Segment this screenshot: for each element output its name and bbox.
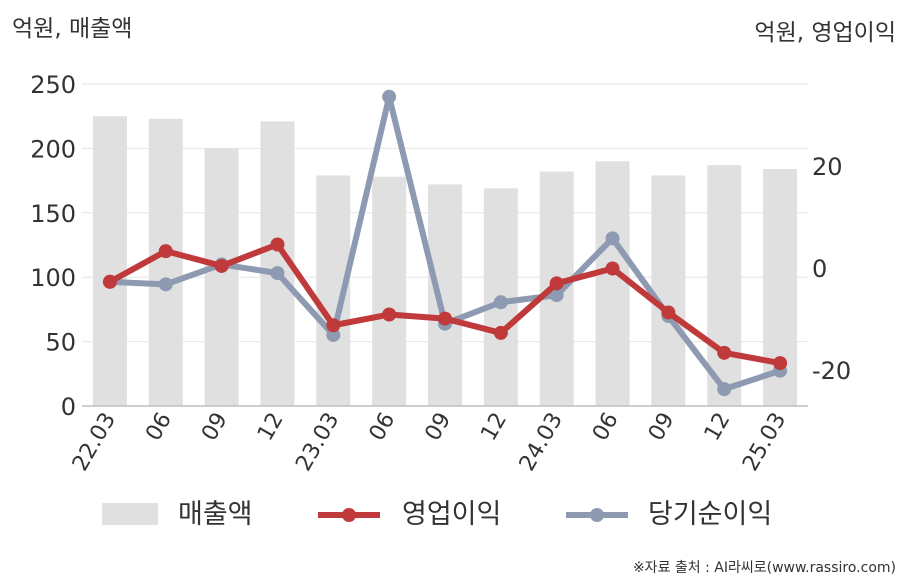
series-point (158, 244, 173, 259)
x-axis-ticks: 22.03 06 09 12 23.03 06 09 12 24.03 06 09 12 25.03 (68, 409, 791, 476)
series-point (382, 89, 397, 104)
series-point (270, 237, 285, 252)
x-tick-label: 25.03 (738, 409, 791, 476)
series-point (438, 311, 452, 326)
bar (651, 175, 686, 406)
legend-marker-operating-profit (342, 508, 356, 522)
left-tick-label: 50 (45, 329, 76, 357)
bar (148, 118, 183, 406)
series-point (549, 276, 564, 291)
right-axis-unit: 억원, 영업이익 (754, 20, 896, 46)
left-axis-ticks: 0 50 100 150 200 250 (30, 71, 76, 421)
legend: 매출액 영업이익 당기순이익 (102, 499, 772, 530)
legend-label-net-income: 당기순이익 (648, 499, 772, 530)
source-credit: ※자료 출처 : AI라씨로(www.rassiro.com) (633, 560, 896, 576)
bar (92, 116, 127, 406)
bar (428, 184, 462, 406)
x-tick-label: 09 (197, 409, 233, 446)
series-point (549, 288, 564, 303)
left-tick-label: 200 (30, 135, 76, 163)
right-tick-label: 0 (812, 255, 827, 283)
bar (372, 176, 407, 406)
series-point (382, 307, 397, 322)
series-point (326, 318, 341, 333)
left-axis-unit: 억원, 매출액 (12, 16, 132, 42)
series-point (717, 382, 732, 397)
left-tick-label: 150 (30, 200, 76, 228)
x-tick-label: 06 (365, 409, 401, 446)
x-tick-label: 09 (644, 409, 680, 446)
left-tick-label: 0 (61, 393, 76, 421)
series-point (214, 258, 229, 273)
series-point (605, 261, 620, 276)
bar (204, 148, 239, 406)
series-point (270, 266, 285, 281)
series-point (717, 345, 732, 360)
x-tick-label: 06 (588, 409, 624, 446)
left-tick-label: 100 (30, 264, 76, 292)
legend-label-operating-profit: 영업이익 (402, 499, 501, 530)
right-axis-ticks: -20 0 20 (812, 153, 851, 385)
legend-swatch-revenue (102, 503, 158, 525)
bar (707, 165, 742, 406)
series-point (158, 277, 173, 292)
left-tick-label: 250 (30, 71, 76, 99)
series-point (493, 325, 508, 340)
series-point (773, 356, 788, 371)
x-tick-label: 12 (253, 409, 289, 446)
line-series (102, 89, 788, 397)
legend-label-revenue: 매출액 (178, 499, 253, 530)
series-point (493, 295, 508, 310)
series-point (102, 274, 117, 289)
x-tick-label: 12 (700, 409, 736, 446)
bar (595, 161, 630, 406)
x-tick-label: 09 (421, 409, 457, 446)
x-tick-label: 06 (141, 409, 177, 446)
series-point (661, 305, 676, 320)
series-point (326, 327, 341, 342)
x-tick-label: 12 (476, 409, 512, 446)
legend-marker-net-income (590, 508, 604, 522)
bar-series-revenue (92, 116, 798, 407)
right-tick-label: -20 (812, 357, 851, 385)
series-point (605, 231, 620, 246)
x-tick-label: 23.03 (291, 409, 344, 476)
right-tick-label: 20 (812, 153, 843, 181)
x-tick-label: 24.03 (515, 409, 568, 476)
